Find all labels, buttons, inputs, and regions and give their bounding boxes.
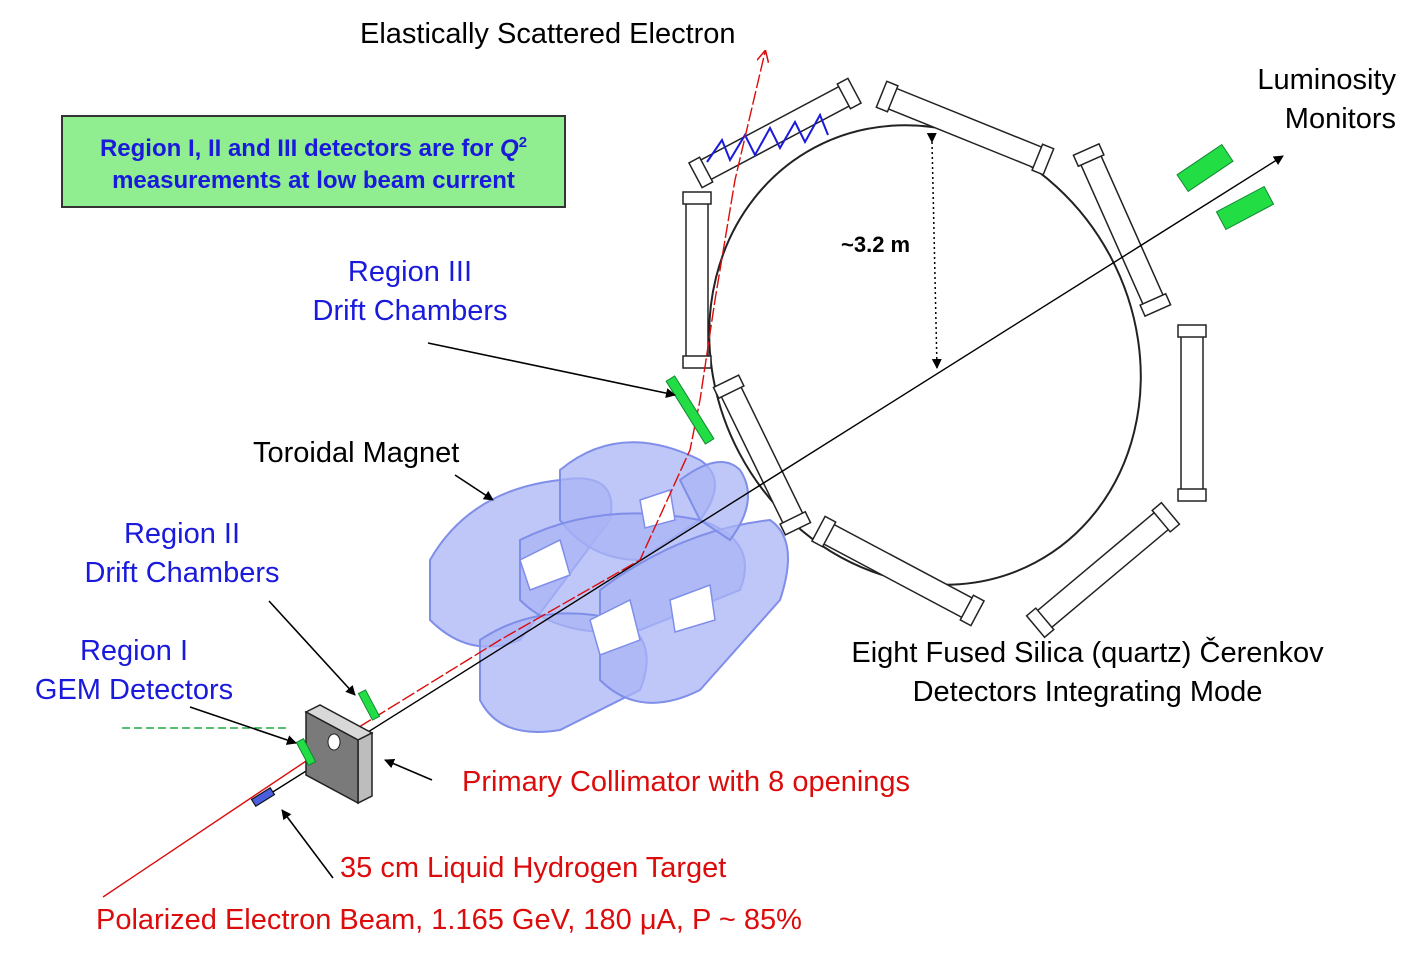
q2-note-box: Region I, II and III detectors are for Q… bbox=[61, 115, 566, 208]
collimator-leader-arrow bbox=[384, 758, 433, 781]
cerenkov-detector-7 bbox=[712, 374, 812, 536]
toroidal-magnet bbox=[429, 441, 789, 733]
note-line1: Region I, II and III detectors are for Q… bbox=[100, 127, 527, 165]
note-line2: measurements at low beam current bbox=[112, 166, 515, 194]
note-q: Q bbox=[500, 134, 519, 162]
beam-axis-line bbox=[267, 155, 1284, 796]
detector-zigzag bbox=[706, 112, 829, 163]
scattered-electron-path bbox=[329, 52, 765, 746]
luminosity-monitor-2 bbox=[1215, 185, 1275, 231]
luminosity-monitor-1 bbox=[1176, 143, 1234, 193]
luminosity-label-line2: Monitors bbox=[1284, 103, 1396, 135]
cerenkov-detectors bbox=[682, 77, 1207, 639]
elastic-electron-label: Elastically Scattered Electron bbox=[360, 18, 736, 50]
cerenkov-detector-2 bbox=[875, 80, 1055, 176]
region3-leader-arrow bbox=[427, 342, 676, 399]
note-superscript: 2 bbox=[518, 133, 528, 151]
dimension-arrow bbox=[926, 132, 942, 369]
region3-label-line2: Drift Chambers bbox=[312, 295, 508, 327]
region2-label-line2: Drift Chambers bbox=[84, 557, 280, 589]
region2-detector bbox=[357, 689, 381, 721]
cerenkov-detector-1 bbox=[687, 77, 863, 189]
region1-gem-detector bbox=[295, 737, 317, 767]
region2-label-line1: Region II bbox=[123, 518, 241, 550]
region3-label-line1: Region III bbox=[347, 256, 473, 288]
note-line1-text: Region I, II and III detectors are for bbox=[99, 134, 501, 162]
dimension-label: ~3.2 m bbox=[841, 232, 911, 257]
green-detectors bbox=[295, 143, 1275, 767]
region3-detector bbox=[665, 375, 715, 445]
toroid-leader-arrow bbox=[454, 474, 494, 501]
target-leader-arrow bbox=[281, 809, 334, 879]
cerenkov-detector-8 bbox=[682, 191, 712, 369]
cerenkov-label-line1: Eight Fused Silica (quartz) Čerenkov bbox=[851, 637, 1324, 669]
cerenkov-detector-3 bbox=[1072, 142, 1172, 318]
region1-label-line2: GEM Detectors bbox=[34, 674, 234, 706]
collimator-label: Primary Collimator with 8 openings bbox=[462, 766, 911, 798]
target-label: 35 cm Liquid Hydrogen Target bbox=[340, 852, 727, 884]
beam-label: Polarized Electron Beam, 1.165 GeV, 180 … bbox=[96, 904, 802, 936]
cerenkov-detector-4 bbox=[1177, 324, 1207, 502]
region2-leader-arrow bbox=[268, 600, 356, 696]
cerenkov-detector-5 bbox=[1025, 501, 1181, 639]
magnet-openings bbox=[519, 489, 716, 656]
cerenkov-label-line2: Detectors Integrating Mode bbox=[912, 676, 1263, 708]
magnet-coil-far-right bbox=[678, 461, 749, 542]
region1-leader-arrow bbox=[189, 706, 297, 745]
incoming-beam-line bbox=[102, 744, 331, 898]
liquid-hydrogen-target bbox=[250, 786, 276, 808]
cerenkov-detector-6 bbox=[810, 515, 986, 627]
toroidal-magnet-label: Toroidal Magnet bbox=[253, 437, 460, 469]
luminosity-label-line1: Luminosity bbox=[1257, 64, 1396, 96]
region1-label-line1: Region I bbox=[79, 635, 188, 667]
primary-collimator bbox=[304, 704, 374, 805]
cerenkov-ring-ellipse bbox=[708, 124, 1142, 586]
